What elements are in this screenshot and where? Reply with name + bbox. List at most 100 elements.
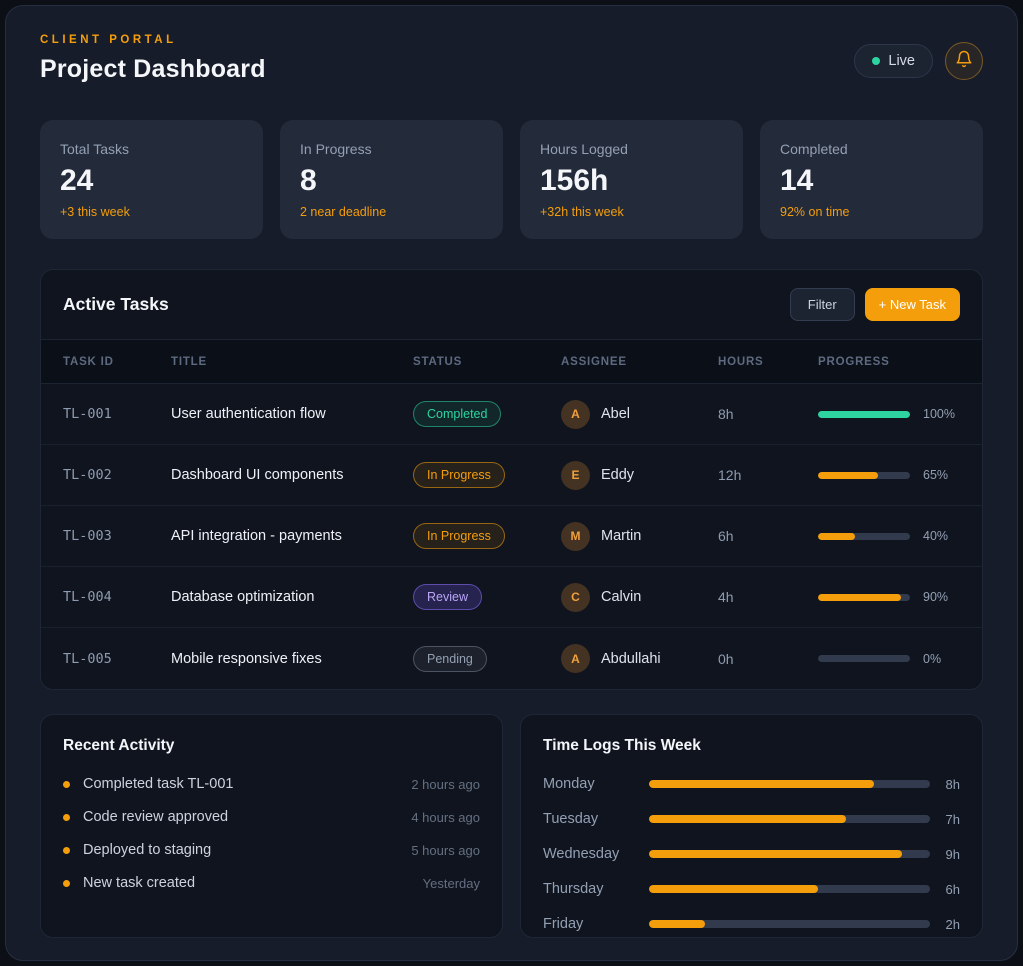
- task-status-cell: Pending: [413, 645, 561, 672]
- table-row[interactable]: TL-003 API integration - payments In Progr…: [41, 506, 982, 567]
- progress-bar-fill: [818, 593, 901, 601]
- stat-card: Total Tasks 24 +3 this week: [40, 120, 263, 239]
- timelog-bar-track: [649, 815, 930, 823]
- header-titles: CLIENT PORTAL Project Dashboard: [40, 34, 266, 84]
- timelog-row: Monday 8h: [543, 776, 960, 792]
- table-header-row: Task ID Title Status Assignee Hours Progress: [41, 339, 982, 384]
- bell-icon: [955, 50, 973, 73]
- task-title: User authentication flow: [171, 406, 326, 422]
- assignee-name: Eddy: [601, 467, 635, 483]
- task-title: API integration - payments: [171, 528, 342, 544]
- stat-label: In Progress: [300, 141, 372, 157]
- stat-subtext: +3 this week: [60, 205, 130, 219]
- table-row[interactable]: TL-001 User authentication flow Completed A…: [41, 384, 982, 445]
- assignee-name: Abel: [601, 406, 631, 422]
- timelog-day-label: Monday: [543, 776, 595, 792]
- live-status-badge: Live: [854, 44, 933, 78]
- task-id: TL-002: [63, 467, 112, 483]
- timelog-hours-label: 7h: [945, 811, 960, 827]
- timelog-list: Monday 8h Tuesday 7h Wednesday 9h Thursday 6h Fr…: [543, 776, 960, 932]
- activity-item: New task created Yesterday: [63, 875, 480, 891]
- tasks-panel-header: Active Tasks Filter + New Task: [41, 270, 982, 339]
- task-hours: 8h: [718, 406, 734, 422]
- recent-activity-card: Recent Activity Completed task TL-001 2 h…: [40, 714, 503, 938]
- progress-percent: 40%: [923, 529, 949, 543]
- avatar: M: [561, 521, 590, 551]
- new-task-button[interactable]: + New Task: [864, 288, 960, 321]
- timelog-hours-label: 2h: [945, 916, 960, 932]
- task-status-cell: Review: [413, 584, 561, 610]
- task-status-cell: Completed: [413, 401, 561, 427]
- table-row[interactable]: TL-002 Dashboard UI components In Progress…: [41, 445, 982, 506]
- task-assignee-cell: A Abdullahi: [561, 644, 718, 673]
- stat-value: 156h: [540, 164, 609, 197]
- task-hours: 0h: [718, 650, 734, 667]
- task-progress-cell: 90%: [818, 590, 960, 604]
- column-header: Title: [171, 355, 207, 368]
- stats-grid: Total Tasks 24 +3 this week In Progress 8 2 n…: [40, 120, 983, 239]
- time-logs-title: Time Logs This Week: [543, 737, 701, 754]
- progress-bar-fill: [818, 471, 878, 479]
- timelog-bar-fill: [649, 885, 818, 893]
- task-progress-cell: 100%: [818, 407, 960, 421]
- timelog-row: Thursday 6h: [543, 881, 960, 897]
- assignee-name: Calvin: [601, 589, 642, 605]
- timelog-day-label: Tuesday: [543, 811, 599, 827]
- status-badge: In Progress: [413, 462, 505, 488]
- stat-subtext: +32h this week: [540, 205, 624, 219]
- stat-label: Hours Logged: [540, 141, 628, 157]
- stat-card: Completed 14 92% on time: [760, 120, 983, 239]
- table-row[interactable]: TL-005 Mobile responsive fixes Pending A Abd…: [41, 628, 982, 689]
- task-status-cell: In Progress: [413, 462, 561, 488]
- progress-bar-track: [818, 471, 910, 479]
- avatar: E: [561, 460, 590, 490]
- timelog-day-label: Thursday: [543, 881, 604, 897]
- timelog-hours-label: 9h: [945, 846, 960, 862]
- task-progress-cell: 65%: [818, 468, 960, 482]
- task-status-cell: In Progress: [413, 523, 561, 549]
- activity-time: 5 hours ago: [411, 842, 480, 858]
- stat-value: 14: [780, 164, 814, 197]
- tasks-panel-actions: Filter + New Task: [789, 288, 960, 321]
- bullet-dot-icon: [63, 813, 70, 821]
- activity-time: 4 hours ago: [411, 809, 480, 825]
- assignee-name: Martin: [601, 528, 642, 544]
- stat-value: 24: [60, 164, 94, 197]
- bottom-grid: Recent Activity Completed task TL-001 2 h…: [40, 714, 983, 938]
- timelog-bar-fill: [649, 920, 706, 928]
- task-assignee-cell: M Martin: [561, 521, 718, 551]
- progress-bar-track: [818, 593, 910, 601]
- bullet-dot-icon: [63, 846, 70, 854]
- stat-label: Completed: [780, 141, 848, 157]
- timelog-bar-fill: [649, 815, 846, 823]
- timelog-hours-label: 6h: [945, 881, 960, 897]
- activity-item: Completed task TL-001 2 hours ago: [63, 776, 480, 792]
- task-id: TL-001: [63, 406, 112, 422]
- timelog-day-label: Wednesday: [543, 846, 620, 862]
- notifications-button[interactable]: [945, 42, 983, 80]
- task-title: Dashboard UI components: [171, 467, 344, 483]
- timelog-bar-fill: [649, 850, 902, 858]
- task-progress-cell: 0%: [818, 652, 960, 666]
- stat-label: Total Tasks: [60, 141, 129, 157]
- activity-item: Deployed to staging 5 hours ago: [63, 842, 480, 858]
- avatar: C: [561, 582, 590, 612]
- bullet-dot-icon: [63, 879, 70, 887]
- table-row[interactable]: TL-004 Database optimization Review C Calvin…: [41, 567, 982, 628]
- stat-subtext: 92% on time: [780, 205, 850, 219]
- task-assignee-cell: E Eddy: [561, 460, 718, 490]
- progress-percent: 0%: [923, 651, 942, 666]
- topbar-actions: Live: [854, 42, 983, 80]
- column-header: Hours: [718, 355, 764, 368]
- topbar: CLIENT PORTAL Project Dashboard Live: [40, 34, 983, 84]
- activity-text: New task created: [83, 875, 196, 891]
- bullet-dot-icon: [63, 780, 70, 788]
- recent-activity-title: Recent Activity: [63, 737, 175, 754]
- avatar: A: [561, 399, 590, 429]
- task-hours: 4h: [718, 589, 734, 605]
- filter-button[interactable]: Filter: [789, 288, 855, 321]
- stat-value: 8: [300, 164, 317, 197]
- eyebrow-label: CLIENT PORTAL: [40, 34, 177, 46]
- timelog-bar-track: [649, 850, 930, 858]
- progress-bar-track: [818, 532, 910, 540]
